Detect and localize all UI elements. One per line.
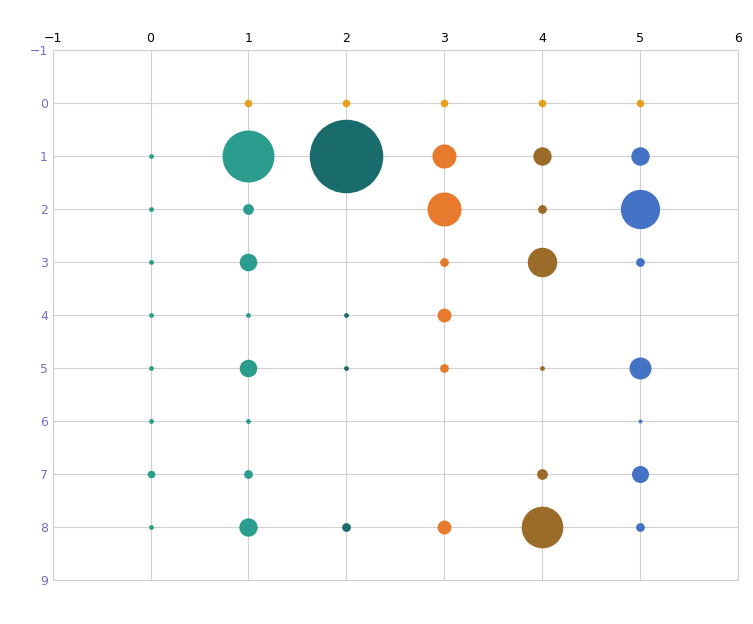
Point (536, 469, 548, 479)
Point (536, 204, 548, 214)
Point (438, 204, 450, 214)
Point (242, 151, 255, 161)
Point (340, 151, 352, 161)
Point (242, 257, 255, 267)
Point (340, 363, 352, 373)
Point (438, 363, 450, 373)
Point (536, 98, 548, 108)
Point (634, 257, 646, 267)
Point (634, 204, 646, 214)
Point (438, 98, 450, 108)
Point (145, 469, 157, 479)
Point (536, 522, 548, 532)
Point (438, 522, 450, 532)
Point (242, 310, 255, 320)
Point (145, 310, 157, 320)
Point (634, 416, 646, 426)
Point (145, 204, 157, 214)
Point (634, 98, 646, 108)
Point (242, 416, 255, 426)
Point (634, 363, 646, 373)
Point (145, 416, 157, 426)
Point (145, 363, 157, 373)
Point (340, 98, 352, 108)
Point (634, 469, 646, 479)
Point (438, 310, 450, 320)
Point (242, 363, 255, 373)
Point (242, 522, 255, 532)
Point (242, 204, 255, 214)
Point (242, 98, 255, 108)
Point (145, 257, 157, 267)
Point (438, 257, 450, 267)
Point (340, 310, 352, 320)
Point (536, 363, 548, 373)
Point (145, 522, 157, 532)
Point (536, 257, 548, 267)
Point (536, 151, 548, 161)
Point (242, 469, 255, 479)
Point (438, 151, 450, 161)
Point (340, 522, 352, 532)
Point (634, 522, 646, 532)
Point (145, 151, 157, 161)
Point (634, 151, 646, 161)
